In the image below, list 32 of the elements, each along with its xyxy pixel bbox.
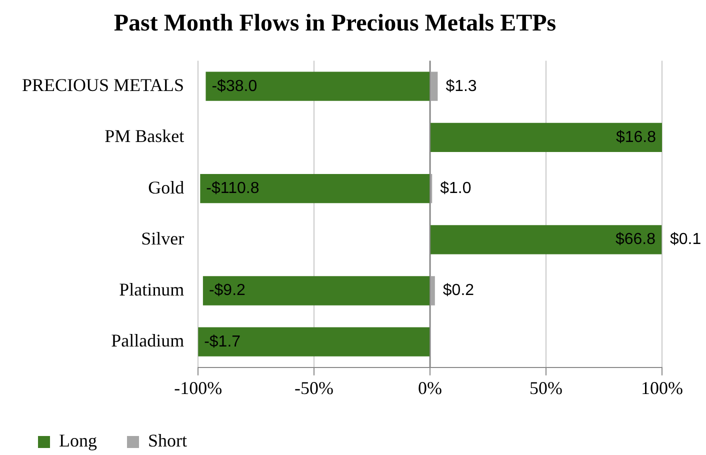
x-tick-label: 100% (641, 378, 683, 398)
y-tick-label: Platinum (119, 279, 184, 300)
x-tick-label: -100% (174, 378, 222, 398)
y-tick-label: Palladium (111, 330, 184, 351)
annotation: $0.2 (442, 282, 474, 300)
y-tick-label: Silver (141, 228, 184, 248)
bar (430, 276, 435, 306)
legend-label: Short (148, 430, 188, 451)
y-tick-label: PM Basket (104, 126, 184, 146)
bar (430, 225, 662, 254)
chart-title: Past Month Flows in Precious Metals ETPs (114, 10, 556, 37)
y-tick-label: PRECIOUS METALS (22, 75, 184, 96)
annotation: $1.3 (446, 78, 477, 95)
annotation: $66.8 (615, 231, 656, 248)
annotation: -$1.7 (204, 333, 241, 350)
x-tick-label: 50% (530, 378, 563, 398)
annotation: $1.0 (440, 180, 472, 197)
x-tick-label: -50% (294, 378, 334, 398)
bar (430, 122, 662, 152)
annotation: -$38.0 (212, 78, 258, 95)
y-tick-label: Gold (148, 177, 184, 198)
bar (198, 327, 430, 356)
annotation: -$110.8 (206, 180, 260, 197)
bar (202, 276, 430, 306)
legend-label: Long (59, 430, 97, 451)
bar (200, 174, 430, 204)
annotation: -$9.2 (208, 282, 246, 300)
bar (430, 72, 438, 101)
annotation: $0.1 (670, 231, 702, 248)
x-tick-label: 0% (418, 378, 442, 398)
bar (206, 72, 430, 101)
annotation: $16.8 (616, 128, 656, 146)
